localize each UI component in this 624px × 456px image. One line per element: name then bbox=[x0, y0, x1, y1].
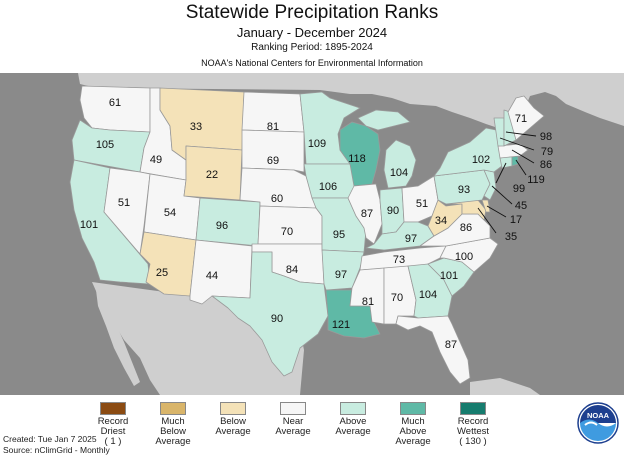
legend-swatch-much-above bbox=[400, 402, 426, 415]
rank-label: 98 bbox=[540, 131, 552, 143]
rank-label: 102 bbox=[472, 154, 490, 166]
rank-label: 87 bbox=[445, 339, 457, 351]
rank-label: 73 bbox=[393, 254, 405, 266]
legend-label-near: Near Average bbox=[275, 416, 311, 437]
rank-label: 104 bbox=[419, 289, 437, 301]
rank-label: 81 bbox=[362, 296, 374, 308]
legend-swatch-near bbox=[280, 402, 306, 415]
legend: Record Driest ( 1 ) Much Below Average B… bbox=[0, 400, 624, 456]
rank-label: 109 bbox=[308, 138, 326, 150]
map-subtitle: January - December 2024 bbox=[236, 25, 388, 40]
state-kansas bbox=[257, 205, 323, 245]
rank-label: 87 bbox=[361, 208, 373, 220]
rank-label: 60 bbox=[271, 193, 283, 205]
rank-label: 54 bbox=[164, 207, 176, 219]
state-rank-labels: 61 105 101 49 51 54 25 33 22 96 44 81 69… bbox=[80, 97, 553, 351]
legend-label-much-above: Much Above Average bbox=[395, 416, 431, 447]
rank-label: 79 bbox=[541, 146, 553, 158]
rank-label: 81 bbox=[267, 121, 279, 133]
rank-label: 34 bbox=[435, 215, 447, 227]
state-illinois bbox=[347, 183, 383, 245]
rank-label: 90 bbox=[387, 205, 399, 217]
rank-label: 71 bbox=[515, 113, 527, 125]
rank-label: 100 bbox=[455, 251, 473, 263]
legend-label-below: Below Average bbox=[215, 416, 251, 437]
us-precipitation-map: 61 105 101 49 51 54 25 33 22 96 44 81 69… bbox=[0, 73, 624, 395]
leader-lines bbox=[477, 131, 537, 234]
rank-label: 51 bbox=[416, 198, 428, 210]
state-kentucky bbox=[365, 221, 435, 251]
legend-label-record-driest: Record Driest ( 1 ) bbox=[97, 416, 129, 447]
state-delaware bbox=[481, 199, 491, 213]
rank-label: 97 bbox=[405, 233, 417, 245]
rank-label: 33 bbox=[190, 121, 202, 133]
state-nevada bbox=[103, 167, 151, 255]
rank-label: 69 bbox=[267, 155, 279, 167]
legend-swatch-much-below bbox=[160, 402, 186, 415]
rank-label: 119 bbox=[527, 174, 545, 186]
rank-label: 86 bbox=[460, 222, 472, 234]
rank-label: 118 bbox=[348, 153, 366, 165]
rank-label: 70 bbox=[391, 292, 403, 304]
rank-label: 96 bbox=[216, 220, 228, 232]
state-florida bbox=[395, 315, 471, 385]
state-maryland bbox=[445, 199, 487, 221]
rank-label: 35 bbox=[505, 231, 517, 243]
rank-label: 90 bbox=[271, 313, 283, 325]
state-washington bbox=[79, 85, 151, 133]
legend-swatch-below bbox=[220, 402, 246, 415]
rank-label: 44 bbox=[206, 270, 218, 282]
rank-label: 86 bbox=[540, 159, 552, 171]
rank-label: 17 bbox=[510, 214, 522, 226]
rank-label: 70 bbox=[281, 226, 293, 238]
rank-label: 106 bbox=[319, 181, 337, 193]
rank-label: 84 bbox=[286, 264, 298, 276]
rank-label: 101 bbox=[80, 219, 98, 231]
rank-label: 101 bbox=[440, 270, 458, 282]
rank-label: 99 bbox=[513, 183, 525, 195]
rank-label: 95 bbox=[333, 229, 345, 241]
rank-label: 49 bbox=[150, 154, 162, 166]
legend-swatch-above bbox=[340, 402, 366, 415]
state-south-dakota bbox=[241, 129, 305, 173]
rank-label: 61 bbox=[109, 97, 121, 109]
created-date: Created: Tue Jan 7 2025 bbox=[3, 434, 97, 444]
rank-label: 25 bbox=[156, 267, 168, 279]
rank-label: 104 bbox=[390, 167, 408, 179]
rank-label: 22 bbox=[206, 169, 218, 181]
state-texas bbox=[211, 251, 329, 377]
legend-swatch-record-driest bbox=[100, 402, 126, 415]
rank-label: 105 bbox=[96, 139, 114, 151]
baja-california bbox=[96, 290, 140, 386]
cuba-landmass bbox=[470, 378, 540, 395]
rank-label: 121 bbox=[332, 319, 350, 331]
state-minnesota bbox=[299, 91, 361, 165]
legend-swatch-record-wettest bbox=[460, 402, 486, 415]
rank-label: 93 bbox=[458, 184, 470, 196]
data-source: Source: nClimGrid - Monthly bbox=[3, 445, 110, 455]
noaa-logo-text: NOAA bbox=[587, 411, 610, 420]
canada-landmass bbox=[78, 73, 624, 128]
noaa-logo: NOAA bbox=[577, 402, 619, 444]
rank-label: 45 bbox=[515, 200, 527, 212]
state-maine bbox=[507, 95, 545, 141]
state-michigan bbox=[357, 109, 417, 189]
legend-label-above: Above Average bbox=[335, 416, 371, 437]
state-new-mexico bbox=[189, 239, 253, 305]
state-wisconsin bbox=[339, 121, 381, 187]
rank-label: 51 bbox=[118, 197, 130, 209]
source-organization: NOAA's National Centers for Environmenta… bbox=[201, 58, 423, 68]
legend-label-much-below: Much Below Average bbox=[155, 416, 191, 447]
state-wyoming bbox=[183, 145, 243, 201]
rank-label: 97 bbox=[335, 269, 347, 281]
legend-label-record-wettest: Record Wettest ( 130 ) bbox=[456, 416, 490, 447]
map-title: Statewide Precipitation Ranks bbox=[185, 2, 439, 23]
ranking-period: Ranking Period: 1895-2024 bbox=[251, 42, 373, 53]
